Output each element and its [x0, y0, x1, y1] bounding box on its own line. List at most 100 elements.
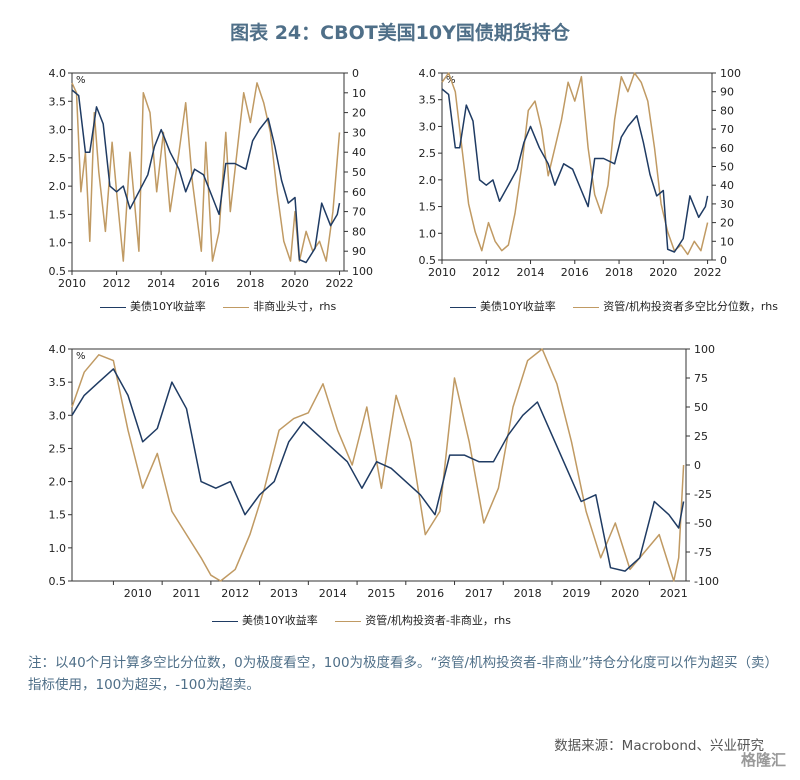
- x-tick-label: 2019: [562, 587, 590, 600]
- y2-tick-label: -100: [694, 575, 719, 588]
- y-tick-label: 4.0: [419, 67, 437, 80]
- y-tick-label: 1.0: [49, 237, 67, 250]
- y2-tick-label: 90: [352, 245, 366, 258]
- y2-tick-label: 75: [694, 372, 708, 385]
- x-tick-label: 2010: [124, 587, 152, 600]
- x-tick-label: 2014: [517, 266, 545, 279]
- plot-frame: [441, 72, 713, 261]
- series-line: [71, 82, 341, 262]
- x-tick-label: 2018: [605, 266, 633, 279]
- x-tick-label: 2010: [58, 277, 86, 290]
- y2-tick-label: 40: [720, 179, 734, 192]
- legend-label: 美债10Y收益率: [480, 300, 556, 313]
- y2-tick-label: 0: [694, 459, 701, 472]
- legend-label: 美债10Y收益率: [130, 300, 206, 313]
- chart-divergence: 0.5 1.0 1.5 2.0 2.5 3.0 3.5 4.0 -100 -75 -50 -25 0 25…: [0, 336, 800, 636]
- series-line: [441, 72, 709, 256]
- y2-tick-label: 100: [694, 343, 715, 356]
- y-tick-label: 2.5: [49, 442, 67, 455]
- x-tick-label: 2020: [281, 277, 309, 290]
- y2-tick-label: 25: [694, 430, 708, 443]
- figure-source: 数据来源：Macrobond、兴业研究: [554, 738, 764, 754]
- y2-tick-label: -50: [694, 517, 712, 530]
- y-tick-label: 2.0: [49, 180, 67, 193]
- x-tick-label: 2020: [611, 587, 639, 600]
- y-tick-label: 3.5: [419, 94, 437, 107]
- x-tick-label: 2018: [236, 277, 264, 290]
- y-tick-label: 2.0: [419, 174, 437, 187]
- y2-tick-label: 50: [720, 161, 734, 174]
- series-line: [71, 348, 685, 582]
- y2-tick-label: -75: [694, 546, 712, 559]
- x-tick-label: 2012: [103, 277, 131, 290]
- y2-tick-label: 70: [720, 123, 734, 136]
- legend-label: 非商业头寸，rhs: [253, 300, 337, 313]
- x-tick-label: 2016: [416, 587, 444, 600]
- x-tick-label: 2022: [694, 266, 722, 279]
- y-tick-label: 1.5: [419, 201, 437, 214]
- chart-noncommercial: 0.5 1.0 1.5 2.0 2.5 3.0 3.5 4.0 0 10 20 30 40 50 60 70 8…: [0, 60, 400, 320]
- y-tick-label: 1.5: [49, 208, 67, 221]
- x-tick-label: 2022: [326, 277, 354, 290]
- y2-tick-label: 50: [352, 166, 366, 179]
- watermark-logo: 格隆汇: [740, 751, 786, 769]
- x-tick-label: 2020: [649, 266, 677, 279]
- y-tick-label: 3.0: [49, 409, 67, 422]
- chart-noncommercial-legend: 美债10Y收益率 非商业头寸，rhs: [100, 298, 350, 314]
- x-tick-label: 2011: [173, 587, 201, 600]
- x-tick-label: 2014: [147, 277, 175, 290]
- y2-tick-label: 10: [720, 235, 734, 248]
- y-tick-label: 4.0: [49, 67, 67, 80]
- legend-label: 美债10Y收益率: [242, 614, 318, 627]
- y-tick-label: 2.0: [49, 476, 67, 489]
- y-tick-label: 0.5: [49, 265, 67, 278]
- y2-tick-label: 40: [352, 146, 366, 159]
- y-tick-label: 2.5: [419, 147, 437, 160]
- series-line: [441, 88, 709, 253]
- y-tick-label: 1.5: [49, 509, 67, 522]
- x-tick-label: 2018: [514, 587, 542, 600]
- x-tick-label: 2017: [465, 587, 493, 600]
- y2-tick-label: 90: [720, 86, 734, 99]
- series-line: [71, 368, 685, 572]
- y2-tick-label: 50: [694, 401, 708, 414]
- y-tick-label: 0.5: [419, 254, 437, 267]
- x-tick-label: 2015: [367, 587, 395, 600]
- figure-title: 图表 24：CBOT美国10Y国债期货持仓: [230, 22, 570, 44]
- y2-tick-label: 70: [352, 206, 366, 219]
- plot-frame: [71, 348, 687, 582]
- chart-noncommercial-plot: 0.5 1.0 1.5 2.0 2.5 3.0 3.5 4.0 0 10 20 30 40 50 60 70 8…: [49, 67, 374, 290]
- y-tick-label: 4.0: [49, 343, 67, 356]
- y2-tick-label: 10: [352, 87, 366, 100]
- y-tick-label: 1.0: [49, 542, 67, 555]
- x-tick-label: 2013: [270, 587, 298, 600]
- chart-asset-manager-plot: 0.5 1.0 1.5 2.0 2.5 3.0 3.5 4.0 0 10 20 30 40 50 60 70 8…: [419, 67, 742, 279]
- legend-label: 资管/机构投资者-非商业，rhs: [365, 614, 511, 627]
- x-tick-label: 2016: [561, 266, 589, 279]
- y2-tick-label: 80: [352, 225, 366, 238]
- y2-tick-label: 20: [720, 217, 734, 230]
- y-tick-label: 3.0: [419, 120, 437, 133]
- y2-tick-label: 60: [352, 186, 366, 199]
- series-line: [71, 89, 341, 264]
- y2-tick-label: 20: [352, 107, 366, 120]
- y-tick-label: 3.5: [49, 95, 67, 108]
- unit-label: %: [76, 75, 86, 86]
- legend-label: 资管/机构投资者多空比分位数，rhs: [603, 300, 778, 313]
- y2-tick-label: 80: [720, 104, 734, 117]
- x-tick-label: 2010: [428, 266, 456, 279]
- y2-tick-label: 30: [352, 126, 366, 139]
- y-tick-label: 1.0: [419, 227, 437, 240]
- y2-tick-label: 0: [720, 254, 727, 267]
- x-tick-label: 2021: [660, 587, 688, 600]
- x-tick-label: 2012: [472, 266, 500, 279]
- y2-tick-label: 100: [720, 67, 741, 80]
- y-tick-label: 2.5: [49, 152, 67, 165]
- y2-tick-label: 30: [720, 198, 734, 211]
- y2-tick-label: 100: [352, 265, 373, 278]
- x-tick-label: 2016: [192, 277, 220, 290]
- y2-tick-label: 0: [352, 67, 359, 80]
- chart-asset-manager: 0.5 1.0 1.5 2.0 2.5 3.0 3.5 4.0 0 10 20 30 40 50 60 70 8…: [400, 60, 800, 320]
- y-tick-label: 3.5: [49, 376, 67, 389]
- chart-asset-manager-legend: 美债10Y收益率 资管/机构投资者多空比分位数，rhs: [450, 298, 792, 314]
